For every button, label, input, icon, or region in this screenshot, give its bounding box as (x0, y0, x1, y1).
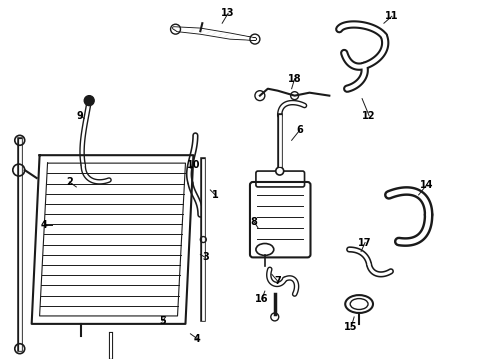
Circle shape (84, 96, 94, 105)
Text: 8: 8 (250, 217, 257, 227)
Text: 2: 2 (66, 177, 73, 187)
Text: 5: 5 (159, 316, 166, 326)
Text: 3: 3 (202, 252, 209, 262)
Text: 1: 1 (212, 190, 219, 200)
Circle shape (276, 167, 284, 175)
Text: 13: 13 (221, 8, 235, 18)
Text: 7: 7 (274, 276, 281, 286)
Text: 17: 17 (358, 238, 372, 248)
Text: 14: 14 (420, 180, 433, 190)
Text: 4: 4 (194, 334, 201, 344)
Text: 4: 4 (40, 220, 47, 230)
Text: 11: 11 (385, 11, 398, 21)
Text: 12: 12 (362, 111, 376, 121)
Text: 9: 9 (77, 111, 84, 121)
Text: 6: 6 (296, 125, 303, 135)
Text: 10: 10 (187, 160, 200, 170)
Text: 16: 16 (255, 294, 269, 304)
Text: 18: 18 (288, 74, 301, 84)
Text: 15: 15 (344, 322, 358, 332)
